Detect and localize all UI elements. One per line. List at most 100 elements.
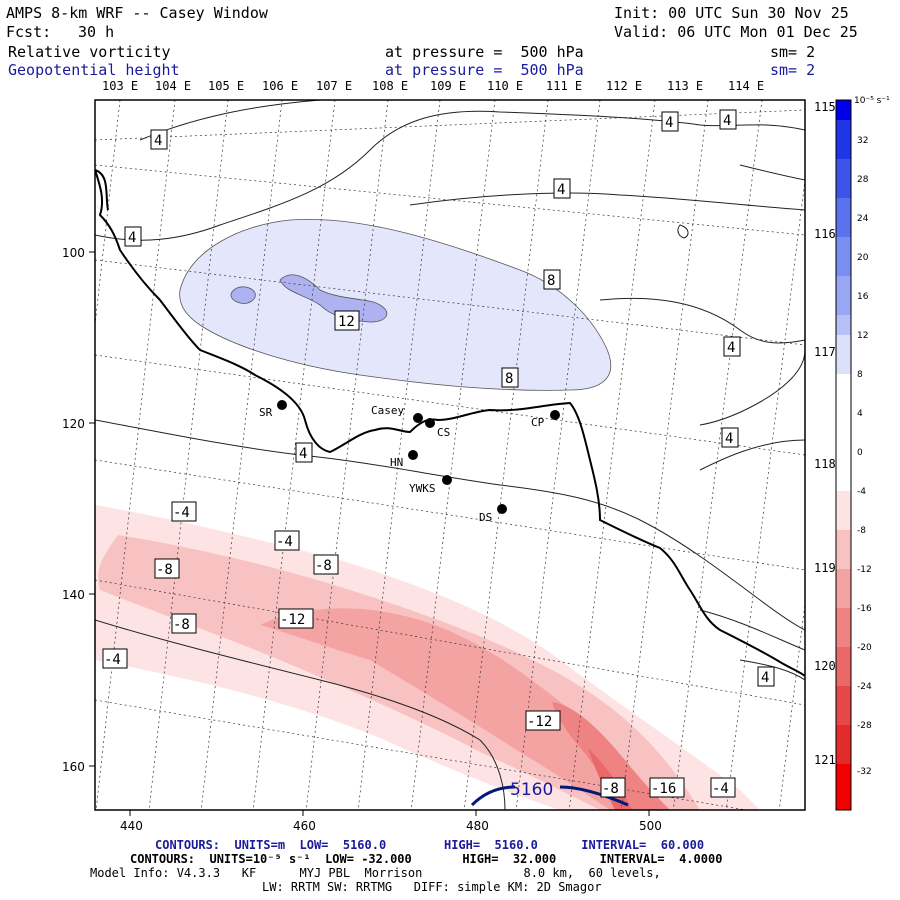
lon-label: 113 E [667,79,703,93]
colorbar-tick: 8 [857,370,863,380]
lon-label: 105 E [208,79,244,93]
station-label: HN [390,456,403,469]
contour-box: -8 [600,777,626,798]
station-label: YWKS [409,482,436,495]
svg-text:8: 8 [547,273,555,289]
contour-box: 8 [543,269,561,290]
station-label: DS [479,511,492,524]
station-markers [277,400,560,514]
pos-vorticity-8 [179,219,612,391]
plot-frame [94,99,806,811]
height-contour-info: CONTOURS: UNITS=m LOW= 5160.0 HIGH= 5160… [155,838,705,852]
station-dot-cp [550,410,560,420]
colorbar-tick: -28 [857,721,872,731]
field2-level: at pressure = 500 hPa [385,61,584,79]
svg-text:4: 4 [665,115,673,131]
svg-text:4: 4 [723,113,731,129]
svg-text:-4: -4 [712,781,729,797]
lon-label: 108 E [372,79,408,93]
field1-level: at pressure = 500 hPa [385,43,584,61]
svg-text:4: 4 [557,182,565,198]
contour-box: 4 [661,111,679,132]
y-tick-label: 120 [62,417,85,431]
colorbar-tick: 12 [857,331,868,341]
contour-box: -16 [649,777,685,798]
physics-info: LW: RRTM SW: RRTMG DIFF: simple KM: 2D S… [262,880,602,894]
colorbar-tick: -8 [857,526,866,536]
x-tick-label: 480 [466,819,489,833]
station-dot-ywks [442,475,452,485]
height-contour-label: 5160 [510,780,553,800]
height-contour-5160 [470,785,629,807]
station-dot-ds [497,504,507,514]
station-dot-sr [277,400,287,410]
lon-label: 104 E [155,79,191,93]
colorbar-tick: 0 [857,448,863,458]
contour-box: -8 [313,554,339,575]
colorbar-labels: 10⁻⁵ s⁻¹ 32 28 24 20 16 12 8 4 0 -4 -8 -… [854,96,890,777]
svg-text:-8: -8 [602,781,619,797]
contour-box: 4 [719,109,737,130]
svg-text:-4: -4 [173,505,190,521]
svg-text:-4: -4 [104,652,121,668]
field1-name: Relative vorticity [8,43,171,61]
contour-box: -12 [525,710,561,731]
svg-text:-12: -12 [280,612,305,628]
contour-box: -4 [171,501,197,522]
forecast-label: Fcst: [6,23,52,41]
colorbar [835,99,852,811]
contour-box: 4 [124,226,142,247]
svg-text:4: 4 [128,230,136,246]
init-time: Init: 00 UTC Sun 30 Nov 25 [614,4,849,22]
station-labels: SR Casey CS HN YWKS CP DS [259,404,545,524]
contour-box: 4 [553,178,571,199]
contour-box: -12 [278,608,314,629]
colorbar-tick: -4 [857,487,866,497]
contour-label-boxes: 4 4 4 4 4 4 4 4 8 8 12 4 -4 -4 -4 -4 -8 … [102,109,775,798]
vorticity-contours [95,100,805,810]
pos-vorticity-12 [279,274,388,323]
colorbar-tick: -24 [857,682,872,692]
station-dot-hn [408,450,418,460]
lon-label: 107 E [316,79,352,93]
contour-box: -4 [710,777,736,798]
contour-box: 4 [757,666,775,687]
colorbar-tick: 24 [857,214,869,224]
neg-vorticity-16 [552,702,670,810]
svg-text:-8: -8 [315,558,332,574]
colorbar-tick: -20 [857,643,872,653]
lon-label: 103 E [102,79,138,93]
station-label: CS [437,426,450,439]
colorbar-tick: -16 [857,604,872,614]
svg-text:4: 4 [154,133,162,149]
longitude-labels-top: 103 E 104 E 105 E 106 E 107 E 108 E 109 … [102,79,764,93]
contour-box: -4 [274,530,300,551]
station-dot-casey [413,413,423,423]
svg-text:4: 4 [299,446,307,462]
contour-box: -8 [154,558,180,579]
station-label: Casey [371,404,404,417]
contour-box: 8 [501,367,519,388]
svg-text:4: 4 [725,431,733,447]
contour-box: 4 [150,129,168,150]
colorbar-tick: -12 [857,565,872,575]
map-title: AMPS 8-km WRF -- Casey Window [6,4,268,22]
valid-time: Valid: 06 UTC Mon 01 Dec 25 [614,23,858,41]
x-tick-label: 440 [120,819,143,833]
lon-label: 109 E [430,79,466,93]
y-tick-label: 140 [62,588,85,602]
colorbar-tick: 4 [857,409,863,419]
contour-box: -4 [102,648,128,669]
colorbar-tick: 16 [857,292,869,302]
y-tick-label: 100 [62,246,85,260]
x-tick-label: 500 [639,819,662,833]
svg-text:4: 4 [727,340,735,356]
axis-labels: 440 460 480 500 100 120 140 160 [62,246,662,833]
colorbar-unit: 10⁻⁵ s⁻¹ [854,96,890,106]
lon-label: 112 E [606,79,642,93]
plot-area [95,100,805,810]
colorbar-tick: 28 [857,175,869,185]
station-label: SR [259,406,273,419]
field1-smoothing: sm= 2 [770,43,816,61]
